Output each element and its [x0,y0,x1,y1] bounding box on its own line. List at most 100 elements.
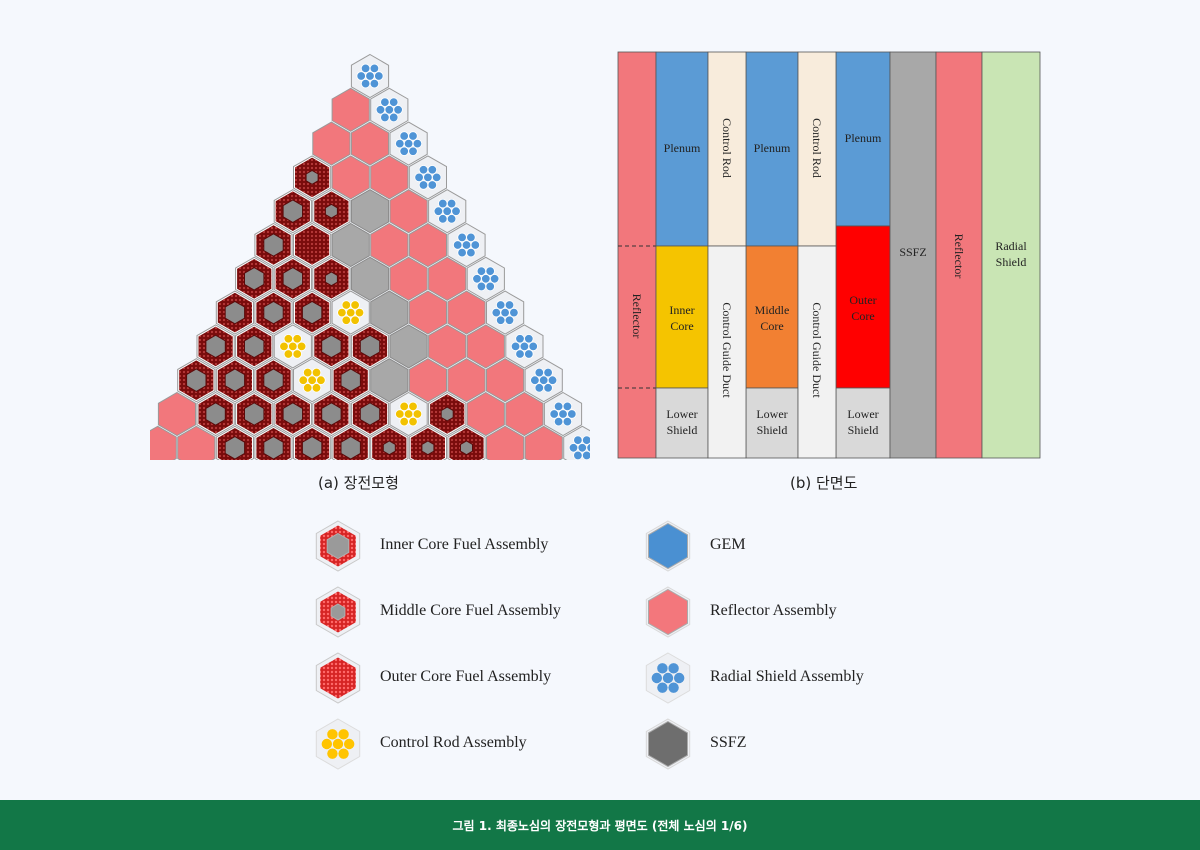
assembly-cell [254,425,293,460]
assembly-cell [215,358,254,403]
legend-label: Radial Shield Assembly [710,668,864,685]
assembly-cell [157,391,197,437]
section-control-rod-2 [797,51,837,247]
assembly-cell [254,358,293,403]
section-core-middle [745,245,799,389]
assembly-cell [428,189,467,234]
section-control-rod-1-label: Control Rod [720,118,734,178]
assembly-cell [466,324,505,369]
gem-icon [645,520,691,572]
assembly-cell [177,425,216,460]
assembly-cell [370,155,409,200]
assembly-cell [350,324,390,369]
assembly-cell [408,358,447,403]
section-plenum-inner-label: Plenum [664,141,701,155]
assembly-cell [196,391,235,437]
assembly-cell [293,155,332,200]
assembly-cell [273,189,312,234]
legend-label: Reflector Assembly [710,602,837,619]
assembly-cell [389,189,428,234]
assembly-cell [428,324,467,369]
assembly-cell [254,290,293,335]
assembly-cell [312,324,351,369]
legend-item-shield: Radial Shield Assembly [644,650,944,706]
section-guide-duct-2-label: Control Guide Duct [810,302,824,398]
assembly-cell [235,391,274,437]
assembly-cell [293,290,332,335]
assembly-cell [505,324,544,369]
radial-shield-icon [645,652,691,704]
assembly-cell [331,222,370,268]
section-lower-shield-inner-label: Lower Shield [666,407,697,437]
assembly-cell [235,324,274,369]
section-ssfz-label: SSFZ [899,245,926,259]
legend-item-outer: Outer Core Fuel Assembly [314,650,614,706]
assembly-cell [486,358,525,403]
section-lower-shield-outer-label: Lower Shield [847,407,878,437]
assembly-cell [312,391,351,437]
section-plenum-outer-label: Plenum [845,131,882,145]
assembly-cell [196,324,235,369]
assembly-cell [389,256,428,301]
assembly-cell [486,290,525,335]
section-guide-duct-2 [797,245,837,459]
assembly-cell [254,222,293,268]
section-reflector-left [617,51,657,459]
assembly-cell [543,391,583,437]
assembly-cell [466,391,505,437]
section-reflector-left-label: Reflector [630,294,644,339]
assembly-cell [486,425,525,460]
assembly-cell [408,425,447,460]
assembly-cell [370,425,409,460]
ssfz-icon [645,718,691,770]
figure-footer: 그림 1. 최종노심의 장전모형과 평면도 (전체 노심의 1/6) [0,800,1200,850]
section-core-outer-label: Outer Core [849,293,876,323]
assembly-cell [273,256,312,301]
legend-label: Outer Core Fuel Assembly [380,668,552,685]
reflector-icon [645,586,691,638]
assembly-cell [447,222,486,268]
outer-core-fuel-icon [315,652,361,704]
section-core-inner [655,245,709,389]
assembly-cell [215,290,254,335]
assembly-cell [331,425,370,460]
legend-item-middle: Middle Core Fuel Assembly [314,584,614,640]
section-guide-duct-1 [707,245,747,459]
caption-loading-pattern: (a) 장전모형 [318,474,399,492]
section-reflector-right-label: Reflector [952,234,966,279]
assembly-cell [428,391,467,437]
assembly-cell [428,256,467,301]
assembly-cell [293,222,332,268]
section-lower-shield-middle-label: Lower Shield [756,407,787,437]
section-control-rod-1 [707,51,747,247]
assembly-cell [524,358,563,403]
inner-core-fuel-icon [315,520,361,572]
assembly-cell [370,290,409,335]
assembly-cell [408,155,447,200]
middle-core-fuel-icon [315,586,361,638]
legend-item-inner: Inner Core Fuel Assembly [314,518,614,574]
assembly-cell [447,425,486,460]
assembly-cell [447,358,486,403]
section-core-outer [835,225,891,389]
assembly-cell [389,324,428,369]
assembly-cell [447,290,486,335]
legend-item-ssfz: SSFZ [644,716,944,772]
assembly-cell [350,256,390,301]
section-radial-shield [981,51,1041,459]
legend-label: Middle Core Fuel Assembly [380,602,561,619]
assembly-cell [389,391,428,437]
assembly-cell [312,189,351,234]
control-rod-icon [315,718,361,770]
section-control-rod-2-label: Control Rod [810,118,824,178]
assembly-cell [389,121,428,166]
section-lower-shield-inner [655,387,709,459]
section-lower-shield-outer [835,387,891,459]
legend-item-control: Control Rod Assembly [314,716,614,772]
assembly-cell [350,121,390,166]
section-plenum-middle-label: Plenum [754,141,791,155]
section-plenum-inner [655,51,709,247]
assembly-cell [177,358,216,403]
section-guide-duct-1-label: Control Guide Duct [720,302,734,398]
legend-label: SSFZ [710,734,747,751]
